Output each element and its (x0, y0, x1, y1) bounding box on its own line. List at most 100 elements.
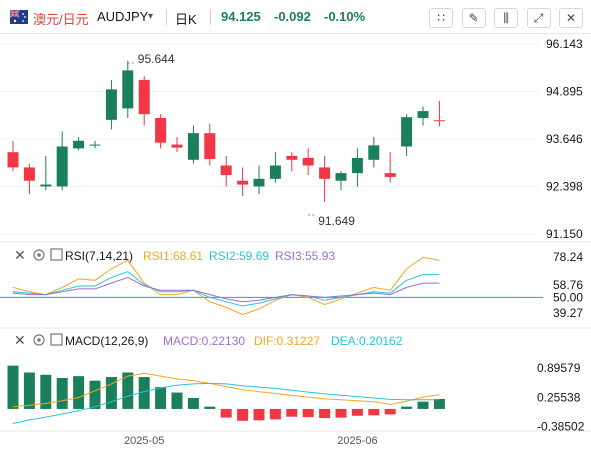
candle-body[interactable] (105, 89, 117, 120)
candle-body[interactable] (433, 120, 445, 122)
candle-body[interactable] (122, 70, 134, 109)
macd-histogram-bar (138, 377, 150, 409)
candle-body[interactable] (237, 180, 249, 185)
candle-body[interactable] (253, 178, 265, 187)
pair-name[interactable]: 澳元/日元 (33, 12, 89, 27)
date-tick-label: 2025-06 (337, 435, 377, 447)
candle-body[interactable] (302, 157, 314, 166)
macd-histogram-bar (7, 365, 19, 409)
hide-indicator-icon[interactable]: ✕ (14, 247, 26, 263)
extreme-price-label: 91.649 (318, 214, 355, 228)
rsi-tick-label: 78.24 (553, 250, 583, 264)
indicator-toggle-icon[interactable] (50, 248, 63, 261)
settings-icon-center (37, 253, 41, 257)
candle-body[interactable] (286, 155, 298, 160)
macd-histogram-bar (187, 398, 199, 409)
price-change: -0.092 (274, 9, 311, 24)
macd-histogram-bar (237, 408, 249, 421)
macd-histogram-bar (73, 376, 85, 409)
chart-toolbar: ∷ ✎ ⫼ ⤢ ✕ (425, 8, 583, 28)
candle-body[interactable] (23, 167, 35, 181)
indicator-toggle-icon[interactable] (50, 333, 63, 346)
rsi2-value: RSI2:59.69 (209, 249, 269, 263)
price-change-percent: -0.10% (324, 9, 366, 24)
candle-style-icon[interactable]: ⫼ (494, 8, 519, 28)
candle-body[interactable] (171, 144, 183, 148)
rsi-series-line (12, 256, 440, 316)
extreme-price-label: 95.644 (138, 52, 175, 66)
candle-body[interactable] (368, 145, 380, 160)
settings-icon-center (37, 338, 41, 342)
candle-body[interactable] (401, 117, 413, 147)
macd-title: MACD(12,26,9) (65, 334, 148, 348)
divider (166, 9, 167, 25)
macd-series-line (12, 382, 440, 424)
macd-histogram-bar (335, 408, 347, 418)
rsi-tick-label: 39.27 (553, 306, 583, 320)
macd-histogram-bar (171, 392, 183, 409)
chevron-down-icon[interactable]: ▾ (148, 11, 154, 22)
rsi-title: RSI(7,14,21) (65, 249, 133, 263)
candle-body[interactable] (56, 146, 68, 187)
candle-body[interactable] (319, 167, 331, 179)
macd-value: MACD:0.22130 (163, 334, 245, 348)
price-tick-label: 93.646 (546, 132, 583, 146)
dea-value: DEA:0.20162 (331, 334, 403, 348)
macd-histogram-bar (253, 408, 265, 421)
candle-body[interactable] (384, 173, 396, 177)
last-price: 94.125 (221, 9, 261, 24)
candle-body[interactable] (351, 157, 363, 174)
candle-body[interactable] (269, 165, 281, 179)
timeframe-selector[interactable]: 日K (175, 12, 197, 27)
symbol-code[interactable]: AUDJPY (97, 9, 149, 24)
candle-body[interactable] (73, 140, 85, 149)
macd-histogram-bar (23, 372, 35, 409)
candle-body[interactable] (335, 173, 347, 181)
rsi-series-line (12, 276, 440, 303)
indicator-icon[interactable]: ∷ (429, 8, 454, 28)
rsi-tick-label: 50.00 (553, 290, 583, 304)
macd-histogram-bar (155, 387, 167, 409)
rsi3-value: RSI3:55.93 (275, 249, 335, 263)
rsi-series-line (12, 271, 440, 307)
macd-histogram-bar (417, 401, 429, 409)
macd-series-line (12, 372, 440, 408)
macd-histogram-bar (40, 374, 52, 409)
rsi-tick-label: 58.76 (553, 278, 583, 292)
date-tick-label: 2025-05 (124, 435, 164, 447)
macd-histogram-bar (105, 377, 117, 409)
macd-histogram-bar (122, 372, 134, 409)
macd-histogram-bar (319, 408, 331, 419)
macd-histogram-bar (368, 408, 380, 416)
price-tick-label: 94.895 (546, 84, 583, 98)
macd-tick-label: 0.25538 (537, 390, 581, 404)
macd-histogram-bar (220, 408, 232, 418)
candle-body[interactable] (40, 184, 52, 187)
edit-icon[interactable]: ✎ (461, 8, 486, 28)
macd-tick-label: -0.38502 (537, 419, 585, 433)
price-tick-label: 91.150 (546, 227, 583, 241)
chart-canvas[interactable]: 95.644 91.649 96.143 94.895 93.646 92.398 91.… (0, 34, 591, 450)
candle-body[interactable] (417, 111, 429, 118)
candle-body[interactable] (138, 79, 150, 115)
hide-indicator-icon[interactable]: ✕ (14, 332, 26, 348)
australia-flag-icon (10, 10, 28, 24)
candle-body[interactable] (220, 165, 232, 176)
chart-header: 澳元/日元 AUDJPY ▾ 日K 94.125 -0.092 -0.10% ∷… (0, 0, 591, 34)
candle-body[interactable] (204, 133, 216, 160)
macd-histogram-bar (286, 408, 298, 417)
macd-histogram-bar (351, 408, 363, 416)
settings-icon[interactable] (33, 334, 45, 346)
macd-histogram-bar (302, 408, 314, 418)
macd-histogram-bar (269, 408, 281, 420)
close-icon[interactable]: ✕ (559, 8, 583, 28)
candle-body[interactable] (89, 144, 101, 146)
price-tick-label: 92.398 (546, 180, 583, 194)
shrink-icon[interactable]: ⤢ (526, 8, 551, 28)
candle-body[interactable] (155, 117, 167, 143)
candle-body[interactable] (187, 133, 199, 160)
macd-histogram-bar (89, 380, 101, 409)
candle-body[interactable] (7, 152, 19, 168)
settings-icon[interactable] (33, 249, 45, 261)
macd-histogram-bar (56, 377, 68, 409)
